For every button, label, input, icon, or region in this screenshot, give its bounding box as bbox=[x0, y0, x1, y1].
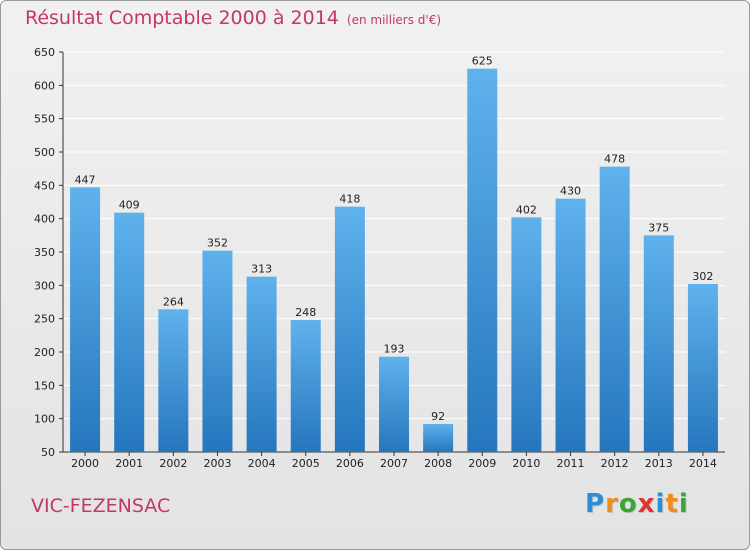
logo-letter: t bbox=[665, 489, 679, 519]
x-tick-label-2013: 2013 bbox=[645, 457, 673, 470]
y-tick-label: 550 bbox=[34, 113, 55, 126]
data-label-2000: 447 bbox=[75, 173, 96, 186]
bar-2007 bbox=[379, 356, 409, 452]
x-tick-label-2003: 2003 bbox=[203, 457, 231, 470]
data-label-2007: 193 bbox=[384, 343, 405, 356]
data-label-2012: 478 bbox=[604, 153, 625, 166]
bar-2006 bbox=[334, 206, 365, 452]
logo-letter: i bbox=[655, 489, 666, 519]
chart-title-text: Résultat Comptable 2000 à 2014 bbox=[25, 7, 339, 29]
x-tick-label-2009: 2009 bbox=[468, 457, 496, 470]
bar-2008 bbox=[423, 424, 454, 452]
data-label-2003: 352 bbox=[207, 237, 228, 250]
bar-2000 bbox=[70, 187, 101, 453]
bar-2001 bbox=[114, 212, 145, 452]
y-tick-label: 500 bbox=[34, 146, 55, 159]
y-tick-label: 450 bbox=[34, 179, 55, 192]
data-label-2008: 92 bbox=[431, 410, 445, 423]
logo-letter: r bbox=[605, 489, 619, 519]
x-tick-label-2012: 2012 bbox=[601, 457, 629, 470]
bar-2010 bbox=[511, 217, 542, 452]
chart-unit-note: (en milliers d'€) bbox=[346, 13, 442, 27]
data-label-2004: 313 bbox=[251, 263, 272, 276]
logo-letter: o bbox=[618, 489, 638, 519]
data-label-2010: 402 bbox=[516, 203, 537, 216]
x-tick-label-2000: 2000 bbox=[71, 457, 99, 470]
data-label-2011: 430 bbox=[560, 185, 581, 198]
logo-letter: i bbox=[678, 489, 689, 519]
x-tick-label-2007: 2007 bbox=[380, 457, 408, 470]
bar-2004 bbox=[246, 276, 277, 452]
bar-2009 bbox=[467, 68, 498, 453]
x-tick-label-2011: 2011 bbox=[557, 457, 585, 470]
x-tick-label-2004: 2004 bbox=[248, 457, 276, 470]
x-tick-label-2001: 2001 bbox=[115, 457, 143, 470]
proxiti-logo: Proxiti bbox=[585, 489, 689, 519]
data-label-2006: 418 bbox=[339, 193, 360, 206]
x-tick-label-2014: 2014 bbox=[689, 457, 717, 470]
y-tick-label: 100 bbox=[34, 413, 55, 426]
data-label-2005: 248 bbox=[295, 306, 316, 319]
y-tick-label: 400 bbox=[34, 213, 55, 226]
y-tick-label: 350 bbox=[34, 246, 55, 259]
y-tick-label: 250 bbox=[34, 313, 55, 326]
y-tick-label: 50 bbox=[41, 446, 55, 459]
x-tick-label-2005: 2005 bbox=[292, 457, 320, 470]
x-tick-label-2006: 2006 bbox=[336, 457, 364, 470]
bar-2011 bbox=[555, 198, 586, 452]
y-tick-label: 600 bbox=[34, 79, 55, 92]
y-tick-label: 150 bbox=[34, 379, 55, 392]
logo-letter: x bbox=[637, 489, 656, 519]
y-tick-label: 300 bbox=[34, 279, 55, 292]
bar-2003 bbox=[202, 250, 233, 452]
logo-letter: P bbox=[585, 489, 606, 519]
bar-2002 bbox=[158, 309, 189, 452]
x-tick-label-2002: 2002 bbox=[159, 457, 187, 470]
bar-2005 bbox=[290, 320, 321, 452]
y-tick-label: 200 bbox=[34, 346, 55, 359]
x-tick-label-2008: 2008 bbox=[424, 457, 452, 470]
data-label-2009: 625 bbox=[472, 55, 493, 68]
data-label-2014: 302 bbox=[692, 270, 713, 283]
y-tick-label: 650 bbox=[34, 46, 55, 59]
data-label-2013: 375 bbox=[648, 221, 669, 234]
data-label-2002: 264 bbox=[163, 295, 184, 308]
bar-2012 bbox=[599, 166, 630, 452]
data-label-2001: 409 bbox=[119, 199, 140, 212]
bar-2014 bbox=[687, 284, 718, 452]
x-tick-label-2010: 2010 bbox=[512, 457, 540, 470]
city-name: VIC-FEZENSAC bbox=[31, 495, 171, 517]
chart-title: Résultat Comptable 2000 à 2014 (en millie… bbox=[25, 7, 441, 29]
bar-2013 bbox=[643, 235, 674, 452]
